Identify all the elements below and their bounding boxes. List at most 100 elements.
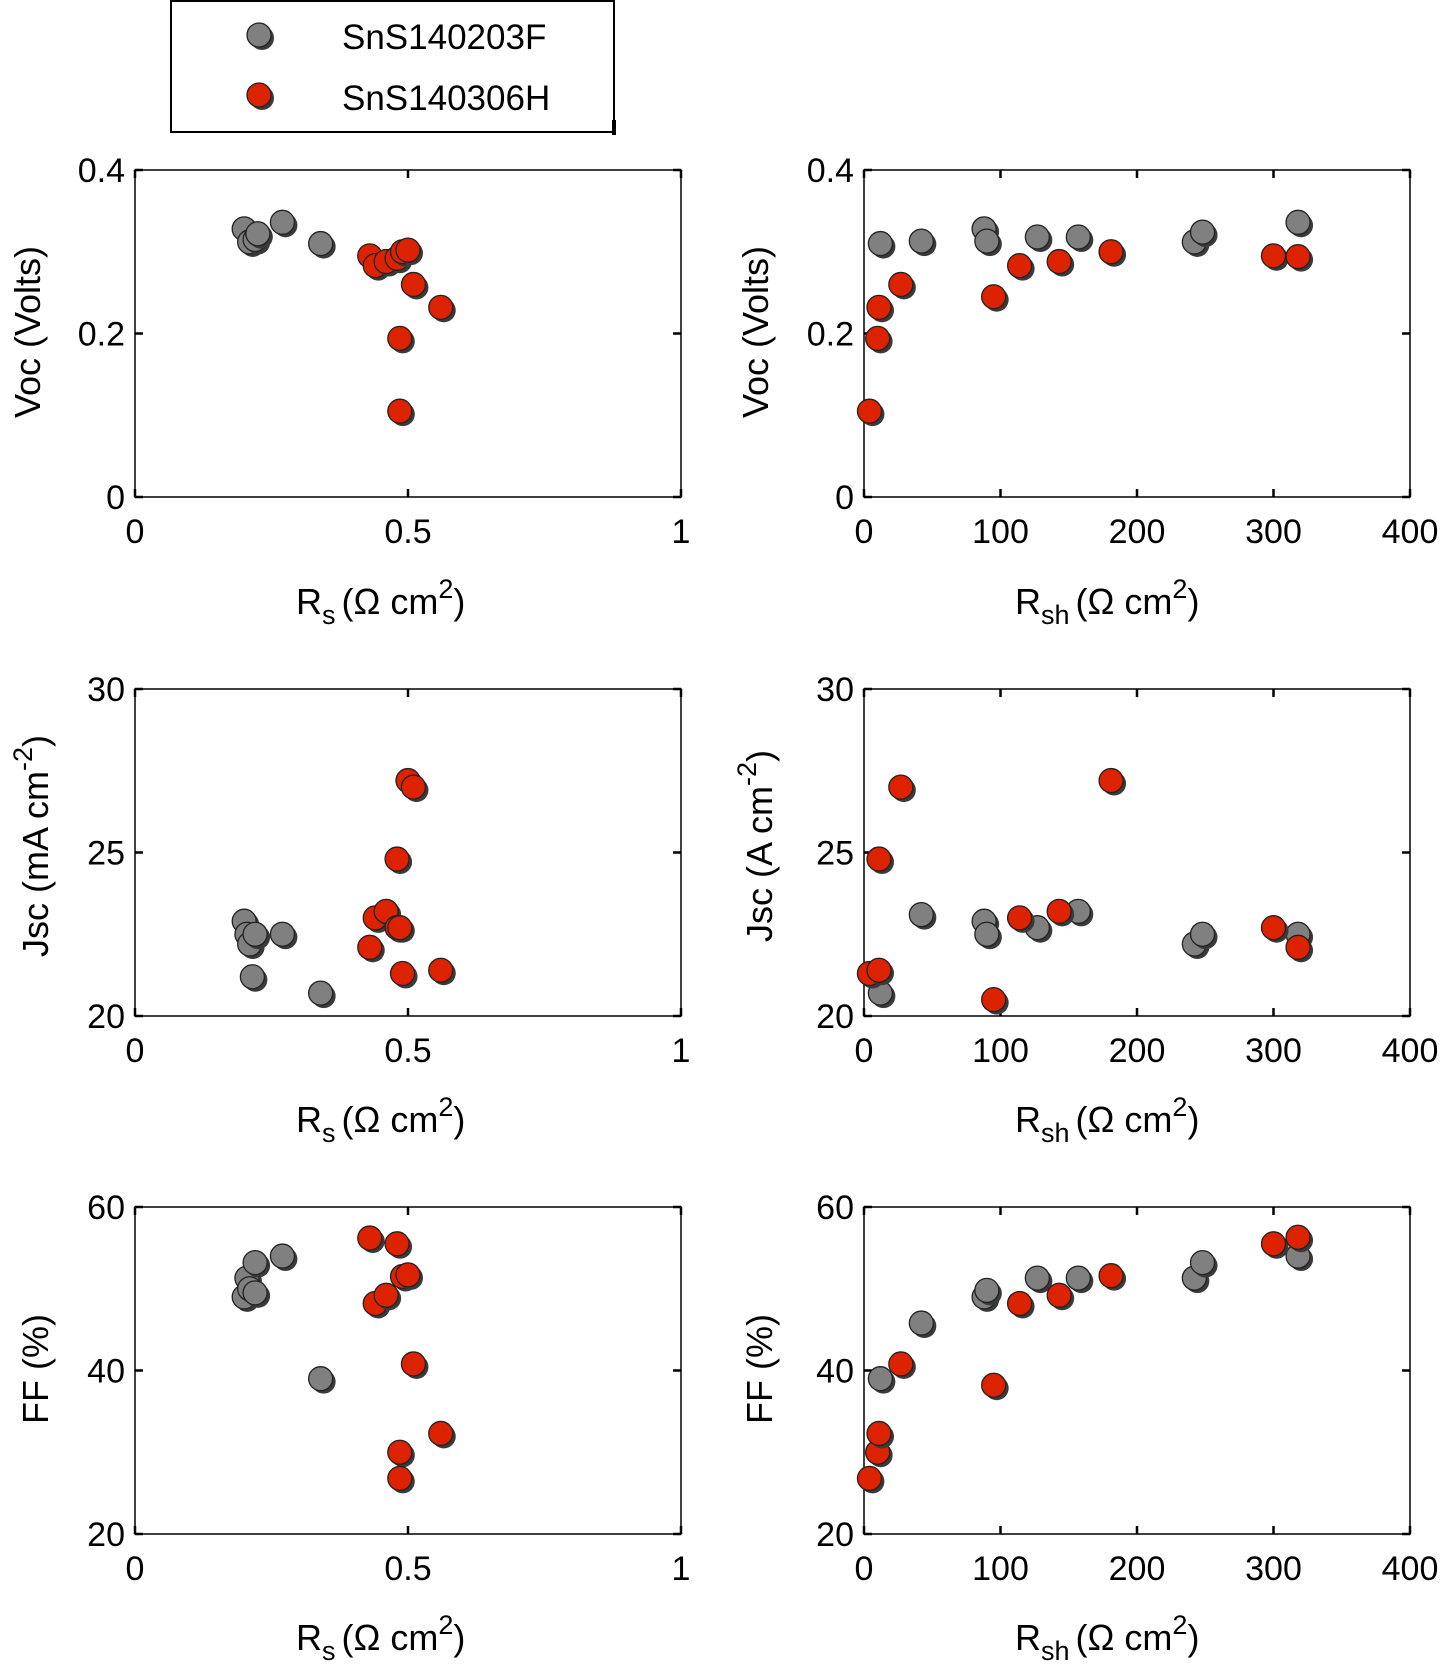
data-point-sns140306h bbox=[387, 398, 413, 424]
data-point-sns140203f bbox=[974, 921, 1000, 947]
data-point-sns140203f bbox=[239, 964, 266, 990]
y-tick-label: 60 bbox=[816, 1189, 854, 1227]
data-point-sns140306h bbox=[1098, 239, 1124, 265]
x-tick-label: 300 bbox=[1245, 1032, 1302, 1070]
y-tick-label: 25 bbox=[816, 835, 854, 873]
y-tick-label: 30 bbox=[816, 671, 854, 709]
data-point-sns140306h bbox=[1098, 767, 1124, 794]
x-tick-label: 400 bbox=[1382, 1032, 1439, 1070]
data-point-sns140306h bbox=[856, 398, 883, 424]
legend-entry-red: SnS140306H bbox=[246, 79, 550, 118]
panel-jsc-vs-rs: 0 0.5 1 20 25 30 bbox=[87, 671, 690, 1070]
plot-frame bbox=[863, 169, 1411, 498]
data-point-sns140306h bbox=[981, 987, 1007, 1013]
data-point-sns140306h bbox=[357, 1225, 383, 1251]
x-tick-label: 0.5 bbox=[384, 1550, 431, 1588]
data-point-sns140306h bbox=[1006, 905, 1033, 931]
y-tick-label: 0 bbox=[106, 479, 125, 517]
data-point-sns140306h bbox=[428, 1420, 454, 1447]
panel-ff-vs-rs: 0 0.5 1 20 40 60 bbox=[87, 1189, 690, 1588]
plot-frame bbox=[863, 688, 1411, 1017]
data-point-sns140306h bbox=[387, 915, 413, 941]
data-point-sns140203f bbox=[1024, 224, 1051, 250]
data-point-sns140306h bbox=[400, 774, 427, 800]
x-tick-label: 0 bbox=[126, 1550, 145, 1588]
x-tick-label: 1 bbox=[672, 1550, 691, 1588]
data-point-sns140203f bbox=[974, 1277, 1000, 1304]
y-axis-title-voc-left: Voc (Volts) bbox=[7, 246, 48, 418]
data-point-sns140306h bbox=[384, 1231, 410, 1257]
data-point-sns140203f bbox=[269, 209, 296, 235]
y-tick-label: 20 bbox=[87, 1516, 125, 1554]
plot-frame bbox=[863, 1206, 1411, 1535]
y-tick-label: 20 bbox=[87, 998, 125, 1036]
y-tick-label: 0.2 bbox=[78, 316, 125, 354]
data-point-sns140306h bbox=[981, 1372, 1007, 1398]
panel-jsc-vs-rsh: 0 100 200 300 400 20 25 30 bbox=[816, 671, 1438, 1070]
data-point-sns140306h bbox=[400, 1351, 427, 1377]
x-tick-label: 0 bbox=[126, 513, 145, 551]
data-point-sns140306h bbox=[1046, 248, 1072, 275]
data-point-sns140306h bbox=[865, 325, 891, 352]
y-tick-label: 40 bbox=[816, 1353, 854, 1391]
data-point-sns140203f bbox=[867, 1366, 894, 1392]
data-point-sns140306h bbox=[428, 957, 454, 983]
x-tick-label: 200 bbox=[1109, 1550, 1166, 1588]
data-point-sns140306h bbox=[981, 284, 1007, 310]
legend: SnS140203F SnS140306H bbox=[170, 0, 616, 135]
data-point-sns140306h bbox=[1046, 1282, 1072, 1308]
data-point-sns140306h bbox=[888, 271, 914, 298]
legend-label-red: SnS140306H bbox=[342, 79, 550, 118]
data-point-sns140203f bbox=[867, 230, 894, 257]
data-point-sns140203f bbox=[974, 228, 1000, 254]
y-axis-title-voc-right: Voc (Volts) bbox=[735, 246, 776, 418]
panel-ff-vs-rsh: 0 100 200 300 400 20 40 60 bbox=[816, 1189, 1438, 1588]
data-point-sns140306h bbox=[387, 1439, 413, 1465]
y-axis-title-jsc-right: Jsc (A cm-2) bbox=[732, 750, 780, 942]
data-point-sns140203f bbox=[1065, 1265, 1091, 1291]
x-axis-title-voc-rs: Rs (Ω cm2) bbox=[296, 574, 465, 630]
data-point-sns140306h bbox=[1098, 1263, 1124, 1289]
y-tick-label: 25 bbox=[87, 835, 125, 873]
x-axis-title-voc-rsh: Rsh (Ω cm2) bbox=[1015, 574, 1199, 630]
data-point-sns140306h bbox=[888, 774, 914, 800]
y-tick-label: 30 bbox=[87, 671, 125, 709]
data-point-sns140203f bbox=[908, 228, 934, 254]
data-point-sns140306h bbox=[400, 271, 427, 298]
y-axis-title-jsc-left: Jsc (mA cm-2) bbox=[8, 735, 56, 957]
data-point-sns140306h bbox=[387, 1465, 413, 1492]
panel-voc-vs-rs: 0 0.5 1 0 0.2 0.4 bbox=[78, 152, 691, 551]
x-axis-title-ff-rsh: Rsh (Ω cm2) bbox=[1015, 1610, 1199, 1666]
data-point-sns140306h bbox=[1006, 252, 1033, 279]
data-point-sns140203f bbox=[1189, 921, 1216, 947]
data-point-sns140306h bbox=[387, 325, 413, 352]
x-tick-label: 1 bbox=[672, 513, 691, 551]
y-tick-label: 20 bbox=[816, 1516, 854, 1554]
x-tick-label: 100 bbox=[972, 513, 1029, 551]
x-tick-label: 300 bbox=[1245, 513, 1302, 551]
x-tick-label: 0.5 bbox=[384, 513, 431, 551]
plot-frame bbox=[134, 688, 682, 1017]
y-tick-label: 40 bbox=[87, 1353, 125, 1391]
y-tick-label: 60 bbox=[87, 1189, 125, 1227]
data-point-sns140306h bbox=[384, 846, 410, 872]
data-point-sns140306h bbox=[373, 1282, 399, 1308]
data-point-sns140306h bbox=[856, 1465, 883, 1492]
legend-marker-gray bbox=[246, 22, 272, 48]
x-axis-title-jsc-rs: Rs (Ω cm2) bbox=[296, 1092, 465, 1148]
data-point-sns140306h bbox=[1260, 243, 1287, 269]
data-point-sns140203f bbox=[1285, 209, 1311, 235]
data-point-sns140203f bbox=[1024, 1265, 1051, 1291]
x-tick-label: 300 bbox=[1245, 1550, 1302, 1588]
x-tick-label: 0.5 bbox=[384, 1032, 431, 1070]
data-point-sns140203f bbox=[269, 921, 296, 947]
data-point-sns140203f bbox=[1189, 219, 1216, 245]
x-tick-label: 0 bbox=[855, 513, 874, 551]
y-tick-label: 0.2 bbox=[807, 316, 854, 354]
data-point-sns140203f bbox=[1065, 224, 1091, 250]
data-point-sns140203f bbox=[242, 1249, 268, 1276]
data-point-sns140203f bbox=[242, 921, 268, 947]
data-point-sns140306h bbox=[1260, 1231, 1287, 1257]
data-point-sns140306h bbox=[866, 957, 892, 983]
